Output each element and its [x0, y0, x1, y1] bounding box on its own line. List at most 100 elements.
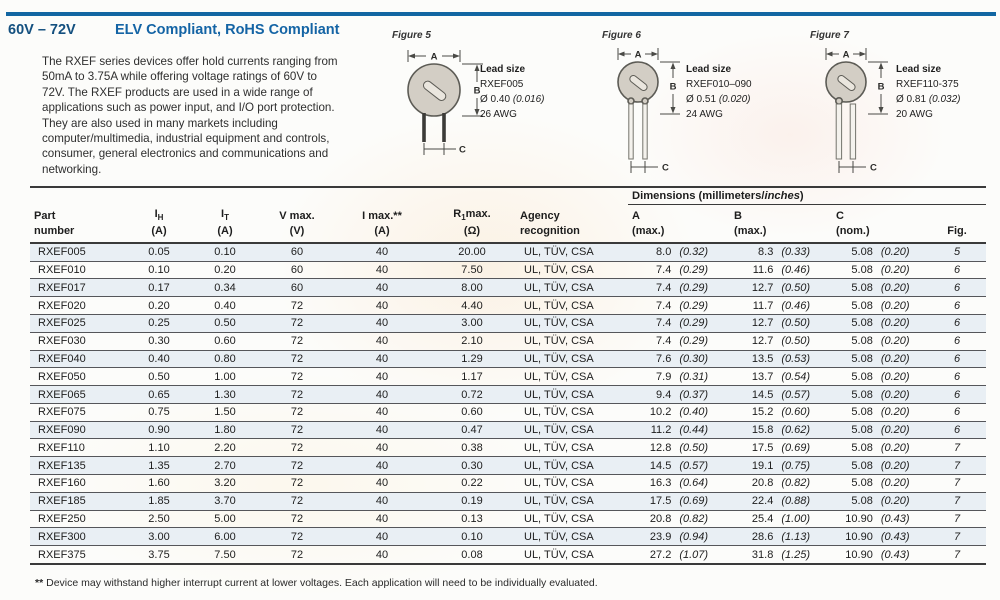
part-range: RXEF005: [480, 79, 524, 90]
cell-dim-b: 8.3 (0.33): [730, 242, 833, 262]
cell-ih: 0.30: [126, 332, 192, 351]
cell-it: 0.20: [192, 261, 258, 280]
cell-agency: UL, TÜV, CSA: [516, 332, 629, 351]
cell-dim-b: 31.8 (1.25): [730, 545, 833, 565]
cell-ih: 3.00: [126, 527, 192, 547]
cell-ih: 0.10: [126, 261, 192, 280]
cell-dim-b: 12.7 (0.50): [730, 278, 833, 298]
cell-part-number: RXEF010: [30, 261, 126, 280]
cell-fig: 6: [928, 403, 987, 422]
cell-dim-a: 7.6 (0.30): [628, 350, 731, 369]
cell-part-number: RXEF040: [30, 350, 126, 369]
dim-c-label: C: [459, 145, 466, 156]
cell-vmax: 72: [258, 545, 336, 565]
cell-it: 2.70: [192, 456, 258, 476]
cell-imax: 40: [336, 296, 428, 315]
cell-it: 0.34: [192, 278, 258, 298]
cell-part-number: RXEF375: [30, 545, 126, 565]
cell-it: 0.80: [192, 350, 258, 369]
figure-6-lead-size: Lead size RXEF010–090 Ø 0.51 (0.020) 24 …: [686, 64, 752, 120]
cell-dim-b: 12.7 (0.50): [730, 314, 833, 333]
cell-rmax: 7.50: [428, 261, 516, 280]
cell-vmax: 60: [258, 242, 336, 262]
cell-dim-c: 10.90 (0.43): [832, 545, 929, 565]
cell-vmax: 72: [258, 474, 336, 493]
cell-rmax: 3.00: [428, 314, 516, 333]
voltage-range-heading: 60V – 72V: [8, 22, 76, 38]
cell-fig: 6: [928, 261, 987, 280]
awg: 20 AWG: [896, 109, 933, 120]
cell-part-number: RXEF005: [30, 242, 126, 262]
cell-fig: 6: [928, 367, 987, 387]
cell-ih: 0.40: [126, 350, 192, 369]
cell-dim-a: 7.4 (0.29): [628, 261, 731, 280]
cell-fig: 7: [928, 456, 987, 476]
figure-5-label: Figure 5: [392, 30, 431, 41]
cell-ih: 0.90: [126, 421, 192, 440]
col-header-part: Part number: [30, 204, 126, 244]
table-row: RXEF020 0.20 0.40 72 40 4.40 UL, TÜV, CSA 7.4 (0…: [30, 296, 987, 315]
cell-dim-c: 5.08 (0.20): [832, 296, 929, 315]
col-header-ih: IH (A): [126, 204, 192, 244]
table-row: RXEF135 1.35 2.70 72 40 0.30 UL, TÜV, CSA 14.5(…: [30, 456, 987, 476]
cell-vmax: 72: [258, 403, 336, 422]
table-row: RXEF110 1.10 2.20 72 40 0.38 UL, TÜV, CSA 12.8(…: [30, 438, 987, 458]
table-row: RXEF185 1.85 3.70 72 40 0.19 UL, TÜV, CSA 17.5(…: [30, 492, 987, 511]
cell-rmax: 0.72: [428, 385, 516, 404]
cell-part-number: RXEF300: [30, 527, 126, 547]
cell-fig: 7: [928, 527, 987, 547]
parts-table-body: RXEF005 0.05 0.10 60 40 20.00 UL, TÜV, CSA 8.0(…: [30, 242, 987, 565]
cell-ih: 3.75: [126, 545, 192, 565]
cell-fig: 6: [928, 332, 987, 351]
cell-imax: 40: [336, 456, 428, 476]
cell-dim-b: 20.8 (0.82): [730, 474, 833, 493]
cell-imax: 40: [336, 350, 428, 369]
dim-a-label: A: [635, 50, 642, 61]
cell-dim-c: 5.08 (0.20): [832, 438, 929, 458]
cell-fig: 6: [928, 296, 987, 315]
table-row: RXEF300 3.00 6.00 72 40 0.10 UL, TÜV, CSA 23.9(…: [30, 527, 987, 547]
cell-dim-c: 5.08 (0.20): [832, 332, 929, 351]
cell-part-number: RXEF017: [30, 278, 126, 298]
cell-dim-b: 17.5 (0.69): [730, 438, 833, 458]
cell-agency: UL, TÜV, CSA: [516, 350, 629, 369]
cell-dim-b: 13.5 (0.53): [730, 350, 833, 369]
figure-5-block: Figure 5 A B C Lead size RXEF005 Ø 0.40 …: [388, 30, 545, 163]
cell-imax: 40: [336, 492, 428, 511]
cell-rmax: 20.00: [428, 242, 516, 262]
cell-dim-a: 9.4 (0.37): [628, 385, 731, 404]
cell-imax: 40: [336, 403, 428, 422]
series-description: The RXEF series devices offer hold curre…: [42, 55, 338, 176]
cell-agency: UL, TÜV, CSA: [516, 367, 629, 387]
cell-imax: 40: [336, 367, 428, 387]
cell-dim-b: 13.7 (0.54): [730, 367, 833, 387]
cell-dim-c: 5.08 (0.20): [832, 367, 929, 387]
cell-it: 6.00: [192, 527, 258, 547]
cell-vmax: 72: [258, 492, 336, 511]
part-range: RXEF010–090: [686, 79, 752, 90]
cell-part-number: RXEF030: [30, 332, 126, 351]
cell-dim-c: 10.90 (0.43): [832, 527, 929, 547]
cell-rmax: 0.19: [428, 492, 516, 511]
cell-vmax: 72: [258, 332, 336, 351]
parts-specification-table: Dimensions (millimeters/inches) Part numb…: [30, 186, 987, 565]
cell-dim-a: 7.4 (0.29): [628, 332, 731, 351]
thermistor-disc-diagram-icon: A B C: [825, 48, 888, 174]
cell-it: 1.00: [192, 367, 258, 387]
cell-part-number: RXEF020: [30, 296, 126, 315]
cell-ih: 0.75: [126, 403, 192, 422]
cell-dim-c: 5.08 (0.20): [832, 350, 929, 369]
cell-vmax: 72: [258, 456, 336, 476]
cell-ih: 1.60: [126, 474, 192, 493]
cell-fig: 6: [928, 314, 987, 333]
cell-imax: 40: [336, 242, 428, 262]
table-row: RXEF075 0.75 1.50 72 40 0.60 UL, TÜV, CSA 10.2(…: [30, 403, 987, 422]
cell-ih: 1.10: [126, 438, 192, 458]
col-header-dim-c: C (nom.): [832, 204, 929, 244]
col-header-vmax: V max. (V): [258, 204, 336, 244]
cell-it: 3.20: [192, 474, 258, 493]
cell-ih: 0.50: [126, 367, 192, 387]
cell-agency: UL, TÜV, CSA: [516, 527, 629, 547]
cell-it: 2.20: [192, 438, 258, 458]
table-row: RXEF065 0.65 1.30 72 40 0.72 UL, TÜV, CSA 9.4 (0…: [30, 385, 987, 404]
